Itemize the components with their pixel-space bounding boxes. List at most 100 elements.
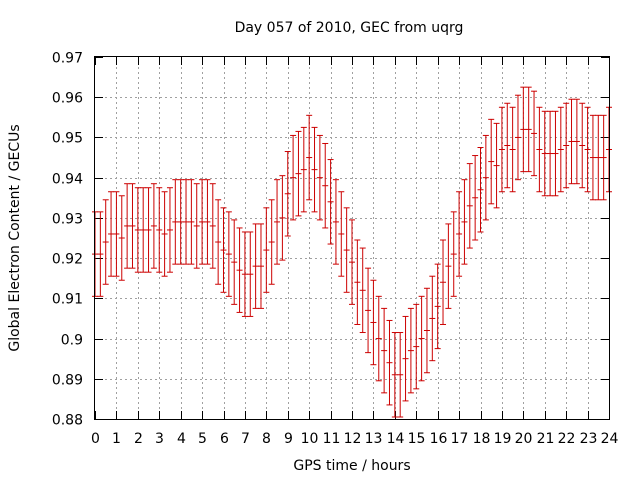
x-tick-label: 6 xyxy=(220,431,229,447)
x-tick-label: 8 xyxy=(262,431,271,447)
y-tick-label: 0.89 xyxy=(52,373,83,389)
error-bar-point xyxy=(215,199,222,285)
error-bar-point xyxy=(477,147,484,233)
chart-title: Day 057 of 2010, GEC from uqrg xyxy=(235,20,464,36)
error-bar-point xyxy=(108,191,115,277)
error-bar-point xyxy=(290,134,297,221)
x-tick-label: 23 xyxy=(580,431,598,447)
error-bar-point xyxy=(520,86,527,173)
error-bar-point xyxy=(509,106,516,193)
error-bar-point xyxy=(311,126,318,213)
error-bar-point xyxy=(504,102,511,189)
error-bar-point xyxy=(247,231,254,317)
error-bar-point xyxy=(365,267,372,354)
error-bar-point xyxy=(456,191,463,277)
error-bar-point xyxy=(118,195,125,281)
error-bar-point xyxy=(284,151,291,237)
error-bar-point xyxy=(231,219,238,305)
error-bar-point xyxy=(557,106,564,193)
x-tick-label: 0 xyxy=(91,431,100,447)
x-tick-label: 13 xyxy=(365,431,383,447)
error-bar-point xyxy=(220,207,227,293)
x-tick-label: 15 xyxy=(408,431,426,447)
error-bar-point xyxy=(113,191,120,277)
error-bar-point xyxy=(493,122,500,209)
error-bar-point xyxy=(498,106,505,193)
error-bar-point xyxy=(161,191,168,277)
error-bar-point xyxy=(359,247,366,334)
error-bar-point xyxy=(300,126,307,213)
error-bar-point xyxy=(482,134,489,221)
error-bar-point xyxy=(381,307,388,394)
error-bar-point xyxy=(413,303,420,390)
error-bar-point xyxy=(370,279,377,366)
error-bar-point xyxy=(552,110,559,197)
error-bar-point xyxy=(343,207,350,293)
x-tick-label: 3 xyxy=(155,431,164,447)
error-bar-point xyxy=(563,102,570,189)
x-tick-labels: 0 1 2 3 4 5 6 7 8 9 10 11 12 13 14 15 16 17 18 19 20 21 22 23 24 xyxy=(91,431,618,447)
error-bar-point xyxy=(177,179,184,265)
error-bar-point xyxy=(440,239,447,325)
x-tick-label: 19 xyxy=(494,431,512,447)
x-tick-label: 21 xyxy=(537,431,555,447)
y-tick-label: 0.92 xyxy=(52,252,83,268)
x-tick-label: 1 xyxy=(112,431,121,447)
y-tick-label: 0.94 xyxy=(52,172,83,188)
error-bar-point xyxy=(391,332,398,418)
error-bar-point xyxy=(156,187,163,273)
error-bar-point xyxy=(274,179,281,265)
error-bar-point xyxy=(204,179,211,265)
error-bar-point xyxy=(488,118,495,205)
error-bar-point xyxy=(349,219,355,305)
x-tick-label: 5 xyxy=(198,431,207,447)
error-bar-point xyxy=(140,187,147,273)
error-bar-point xyxy=(589,114,596,201)
error-bar-point xyxy=(306,114,313,201)
x-tick-label: 24 xyxy=(601,431,619,447)
error-bar-point xyxy=(445,223,452,309)
error-bar-point xyxy=(472,155,479,241)
error-bar-point xyxy=(327,159,334,245)
error-bar-point xyxy=(97,211,104,297)
error-bar-point xyxy=(225,211,232,297)
error-bar-point xyxy=(531,90,538,177)
error-bar-point xyxy=(579,102,586,189)
error-bar-point xyxy=(525,86,532,173)
error-bar-point xyxy=(338,191,345,277)
error-bar-point xyxy=(102,199,109,285)
x-tick-label: 18 xyxy=(473,431,491,447)
error-bar-point xyxy=(397,332,404,418)
error-bar-point xyxy=(316,134,323,221)
error-bar-point xyxy=(134,187,141,273)
error-bar-point xyxy=(166,187,173,273)
y-tick-label: 0.96 xyxy=(52,91,83,107)
error-bar-point xyxy=(268,199,275,285)
error-bar-point xyxy=(434,263,441,350)
x-tick-label: 22 xyxy=(558,431,576,447)
error-bar-point xyxy=(402,315,409,402)
error-bar-point xyxy=(595,114,602,201)
error-bar-point xyxy=(145,187,152,273)
y-tick-label: 0.93 xyxy=(52,212,83,228)
x-tick-label: 4 xyxy=(177,431,186,447)
error-bar-point xyxy=(536,106,543,193)
error-bar-point xyxy=(429,275,436,362)
y-axis-label: Global Electron Content / GECUs xyxy=(7,124,23,351)
error-bar-point xyxy=(209,183,216,269)
x-tick-label: 16 xyxy=(430,431,448,447)
y-tick-label: 0.97 xyxy=(52,51,83,67)
x-axis-label: GPS time / hours xyxy=(293,458,410,474)
y-tick-label: 0.9 xyxy=(61,333,83,349)
error-bar-point xyxy=(183,179,190,265)
error-bar-point xyxy=(568,98,575,185)
error-bar-point xyxy=(541,110,548,197)
error-bar-point xyxy=(600,114,607,201)
error-bar-point xyxy=(354,239,361,325)
error-bar-point xyxy=(375,295,382,382)
error-bar-point xyxy=(450,211,457,297)
y-tick-labels: 0.88 0.89 0.9 0.91 0.92 0.93 0.94 0.95 0.96 0.97 xyxy=(52,51,83,429)
error-bar-point xyxy=(295,130,302,217)
error-bar-point xyxy=(407,307,414,394)
